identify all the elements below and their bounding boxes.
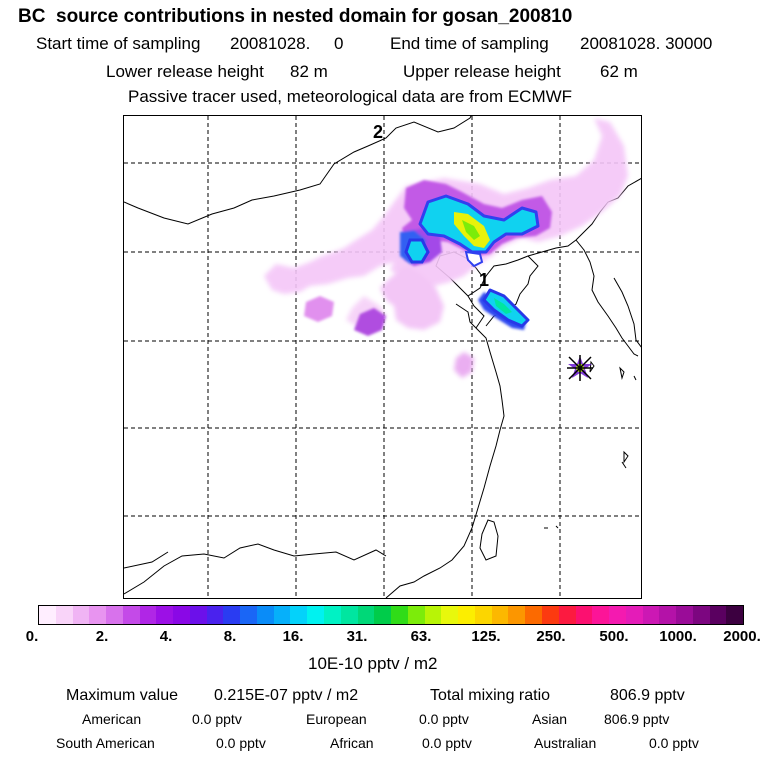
start-time-label: Start time of sampling bbox=[36, 34, 201, 53]
colorbar-segment bbox=[340, 606, 358, 624]
colorbar-segment bbox=[625, 606, 643, 624]
colorbar-segment bbox=[357, 606, 375, 624]
colorbar-segment bbox=[508, 606, 526, 624]
max-value-label: Maximum value bbox=[66, 687, 179, 704]
colorbar-tick-label: 16. bbox=[282, 628, 304, 645]
region-american-value: 0.0 pptv bbox=[192, 711, 242, 727]
receptor-star-icon bbox=[567, 355, 593, 381]
colorbar bbox=[38, 605, 744, 625]
colorbar-segment bbox=[156, 606, 174, 624]
lower-release-label: Lower release height bbox=[106, 62, 264, 81]
region-asian-value: 806.9 pptv bbox=[604, 711, 670, 727]
colorbar-tick-label: 125. bbox=[471, 628, 501, 645]
colorbar-segment bbox=[575, 606, 593, 624]
colorbar-segment bbox=[458, 606, 475, 624]
lower-release-value: 82 m bbox=[290, 62, 328, 81]
colorbar-segment bbox=[391, 606, 408, 624]
colorbar-segment bbox=[106, 606, 123, 624]
region-south-american-label: South American bbox=[56, 735, 155, 751]
upper-release-value: 62 m bbox=[600, 62, 638, 81]
end-time-label: End time of sampling bbox=[390, 34, 549, 53]
colorbar-tick-label: 31. bbox=[346, 628, 368, 645]
colorbar-segment bbox=[407, 606, 425, 624]
total-mixing-label: Total mixing ratio bbox=[430, 687, 551, 704]
marker-label-2: 2 bbox=[373, 122, 383, 142]
region-australian-label: Australian bbox=[534, 735, 597, 751]
colorbar-segment bbox=[541, 606, 559, 624]
colorbar-segment bbox=[709, 606, 727, 624]
max-value: 0.215E-07 pptv / m2 bbox=[214, 687, 359, 704]
colorbar-segment bbox=[39, 606, 56, 624]
upper-release-label: Upper release height bbox=[403, 62, 561, 81]
region-australian-value: 0.0 pptv bbox=[649, 735, 699, 751]
colorbar-tick-label: 63. bbox=[410, 628, 432, 645]
colorbar-segment bbox=[692, 606, 710, 624]
colorbar-segment bbox=[307, 606, 325, 624]
colorbar-segment bbox=[374, 606, 392, 624]
colorbar-segment bbox=[324, 606, 341, 624]
colorbar-segment bbox=[726, 606, 744, 624]
colorbar-tick-label: 2000. bbox=[723, 628, 761, 645]
colorbar-segment bbox=[273, 606, 291, 624]
colorbar-segment bbox=[89, 606, 107, 624]
colorbar-segment bbox=[173, 606, 190, 624]
colorbar-segment bbox=[55, 606, 73, 624]
colorbar-segment bbox=[592, 606, 610, 624]
colorbar-segment bbox=[676, 606, 693, 624]
tracer-note: Passive tracer used, meteorological data… bbox=[128, 87, 573, 106]
colorbar-segment bbox=[642, 606, 660, 624]
map-panel: 2 1 bbox=[123, 115, 642, 599]
colorbar-segment bbox=[491, 606, 509, 624]
map-canvas: 2 1 bbox=[124, 116, 641, 598]
colorbar-segment bbox=[609, 606, 626, 624]
colorbar-tick-label: 1000. bbox=[659, 628, 697, 645]
start-time-value: 20081028. 0 bbox=[230, 34, 344, 53]
colorbar-segment bbox=[659, 606, 677, 624]
colorbar-segment bbox=[139, 606, 157, 624]
colorbar-segment bbox=[240, 606, 257, 624]
chart-title: BC source contributions in nested domain… bbox=[18, 6, 573, 27]
region-european-value: 0.0 pptv bbox=[419, 711, 469, 727]
region-african-value: 0.0 pptv bbox=[422, 735, 472, 751]
contribution-field bbox=[264, 118, 628, 378]
colorbar-segment bbox=[424, 606, 442, 624]
region-asian-label: Asian bbox=[532, 711, 568, 727]
colorbar-segment bbox=[223, 606, 241, 624]
colorbar-segment bbox=[189, 606, 207, 624]
colorbar-tick-label: 250. bbox=[536, 628, 566, 645]
colorbar-tick-label: 8. bbox=[223, 628, 237, 645]
colorbar-segment bbox=[72, 606, 90, 624]
marker-label-1: 1 bbox=[479, 270, 489, 290]
colorbar-segment bbox=[256, 606, 274, 624]
colorbar-segment bbox=[122, 606, 140, 624]
colorbar-segment bbox=[474, 606, 492, 624]
region-south-american-value: 0.0 pptv bbox=[216, 735, 266, 751]
colorbar-segment bbox=[206, 606, 224, 624]
colorbar-tick-label: 2. bbox=[95, 628, 109, 645]
colorbar-tick-label: 4. bbox=[159, 628, 173, 645]
colorbar-unit: 10E-10 pptv / m2 bbox=[308, 654, 438, 673]
region-american-label: American bbox=[82, 711, 142, 727]
end-time-value: 20081028. 30000 bbox=[580, 34, 713, 53]
colorbar-segment bbox=[558, 606, 576, 624]
colorbar-tick-label: 0. bbox=[25, 628, 39, 645]
total-mixing-value: 806.9 pptv bbox=[610, 687, 685, 704]
colorbar-segment bbox=[525, 606, 542, 624]
colorbar-segment bbox=[290, 606, 308, 624]
colorbar-tick-label: 500. bbox=[599, 628, 629, 645]
region-african-label: African bbox=[330, 735, 374, 751]
colorbar-segment bbox=[441, 606, 459, 624]
region-european-label: European bbox=[306, 711, 367, 727]
